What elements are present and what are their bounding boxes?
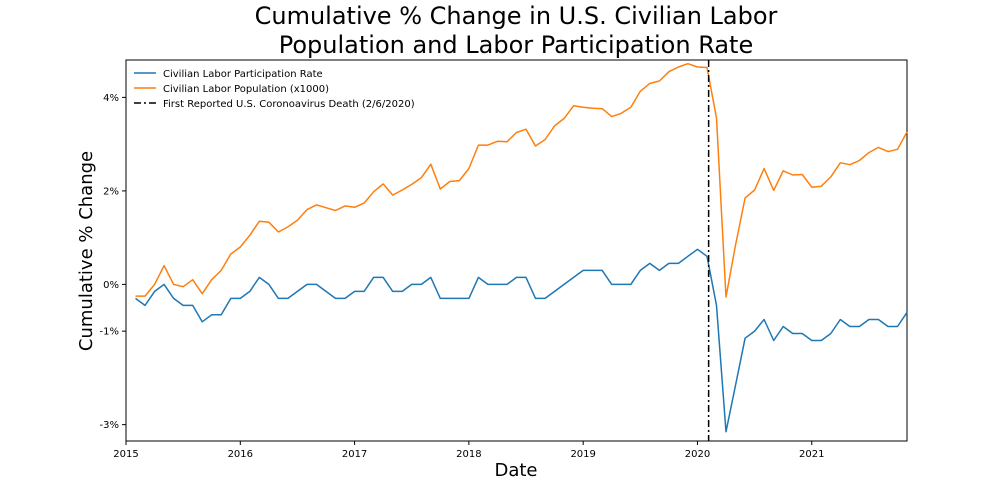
series-line-0	[135, 248, 908, 433]
x-axis: 2015 2016 2017 2018 2019 2020 2021	[113, 441, 824, 460]
legend-label-population: Civilian Labor Population (x1000)	[163, 84, 329, 95]
y-tick-label: -3%	[100, 420, 119, 431]
y-axis-label: Cumulative % Change	[76, 151, 97, 351]
y-tick-label: 0%	[103, 280, 119, 291]
x-tick-label: 2019	[570, 449, 595, 460]
x-tick-label: 2015	[113, 449, 138, 460]
series-line-1	[135, 62, 908, 298]
legend: Civilian Labor Participation Rate Civili…	[134, 69, 415, 110]
y-tick-label: 4%	[103, 93, 119, 104]
x-tick-label: 2018	[456, 449, 481, 460]
y-tick-label: -1%	[100, 327, 119, 338]
x-axis-label: Date	[494, 460, 537, 481]
y-axis: -3% -1% 0% 2% 4%	[100, 93, 126, 431]
x-tick-label: 2020	[685, 449, 710, 460]
x-tick-label: 2016	[228, 449, 253, 460]
x-tick-label: 2017	[342, 449, 367, 460]
y-tick-label: 2%	[103, 186, 119, 197]
chart-title-line-1: Cumulative % Change in U.S. Civilian Lab…	[255, 2, 778, 30]
chart-title-line-2: Population and Labor Participation Rate	[279, 31, 753, 59]
series-lines	[135, 60, 908, 441]
plot-area	[125, 59, 908, 442]
legend-label-vline: First Reported U.S. Coronoavirus Death (…	[163, 99, 415, 110]
legend-label-participation: Civilian Labor Participation Rate	[163, 69, 323, 80]
x-tick-label: 2021	[799, 449, 824, 460]
